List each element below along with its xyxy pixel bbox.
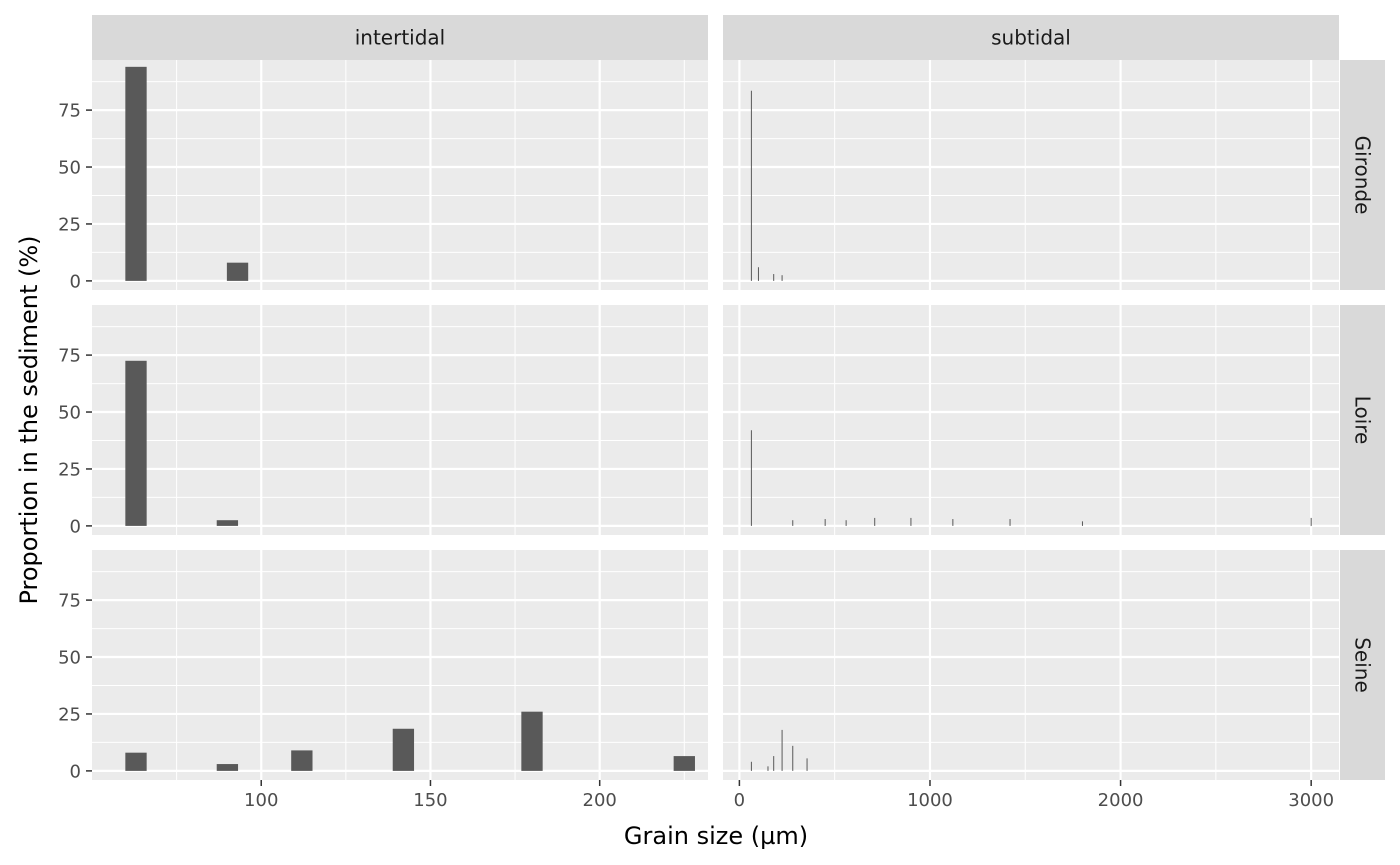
panels-layer: intertidal subtidal Gironde Loire Seine 0 25 50… <box>58 15 1385 811</box>
x-axis-title: Grain size (µm) <box>624 822 808 850</box>
y-tick-label: 50 <box>58 158 81 179</box>
panel-intertidal-seine <box>92 550 708 780</box>
bar <box>216 764 239 771</box>
x-tick-label: 2000 <box>1098 790 1144 811</box>
strip-gironde <box>1340 60 1385 290</box>
strip-loire <box>1340 305 1385 535</box>
bar <box>1310 517 1312 526</box>
panel-intertidal-gironde <box>92 60 708 290</box>
bar <box>773 756 775 771</box>
bar <box>521 711 543 771</box>
strip-seine <box>1340 550 1385 780</box>
bar <box>750 430 752 526</box>
y-tick-label: 75 <box>58 591 81 612</box>
strip-label-seine: Seine <box>1351 637 1375 693</box>
strip-label-gironde: Gironde <box>1351 136 1375 215</box>
bar <box>874 517 876 526</box>
panel-background <box>723 550 1339 780</box>
y-tick-label: 25 <box>58 214 81 235</box>
bar <box>824 519 826 526</box>
bar <box>125 752 147 771</box>
strip-subtidal <box>723 15 1339 60</box>
bar <box>673 756 695 771</box>
y-tick-label: 25 <box>58 459 81 480</box>
panel-background <box>723 305 1339 535</box>
y-tick-label: 50 <box>58 403 81 424</box>
y-tick-label: 0 <box>70 516 81 537</box>
y-tick-label: 0 <box>70 761 81 782</box>
bar <box>216 520 239 526</box>
bar <box>781 729 783 771</box>
bar <box>226 262 249 281</box>
y-tick-label: 75 <box>58 346 81 367</box>
bar <box>952 519 954 526</box>
panel-subtidal-loire <box>723 305 1339 535</box>
x-tick-label: 3000 <box>1288 790 1334 811</box>
bar <box>767 766 769 771</box>
strip-intertidal <box>92 15 708 60</box>
panel-background <box>92 305 708 535</box>
bar <box>806 758 808 771</box>
y-axis-title: Proportion in the sediment (%) <box>15 235 43 604</box>
y-tick-label: 0 <box>70 271 81 292</box>
bar <box>757 267 759 281</box>
panel-subtidal-gironde <box>723 60 1339 290</box>
x-tick-label: 1000 <box>907 790 953 811</box>
y-tick-label: 75 <box>58 101 81 122</box>
bar <box>773 274 775 281</box>
bar <box>792 520 794 526</box>
bar <box>792 745 794 771</box>
panel-background <box>723 60 1339 290</box>
bar <box>291 750 313 771</box>
x-tick-label: 150 <box>413 790 447 811</box>
bar <box>750 90 752 281</box>
x-tick-label: 100 <box>244 790 278 811</box>
x-tick-label: 200 <box>583 790 617 811</box>
panel-subtidal-seine <box>723 550 1339 780</box>
strip-label-subtidal: subtidal <box>991 26 1071 50</box>
bar <box>781 275 783 281</box>
bar <box>1009 519 1011 526</box>
bar <box>125 66 147 281</box>
bar <box>125 360 147 526</box>
bar <box>910 517 912 526</box>
y-tick-label: 25 <box>58 704 81 725</box>
bar <box>392 728 415 771</box>
x-tick-label: 0 <box>734 790 745 811</box>
bar <box>750 761 752 771</box>
strip-label-intertidal: intertidal <box>355 26 446 50</box>
panel-background <box>92 60 708 290</box>
y-tick-label: 50 <box>58 648 81 669</box>
panel-intertidal-loire <box>92 305 708 535</box>
bar <box>1081 521 1083 526</box>
bar <box>845 520 847 526</box>
strip-label-loire: Loire <box>1351 396 1375 445</box>
